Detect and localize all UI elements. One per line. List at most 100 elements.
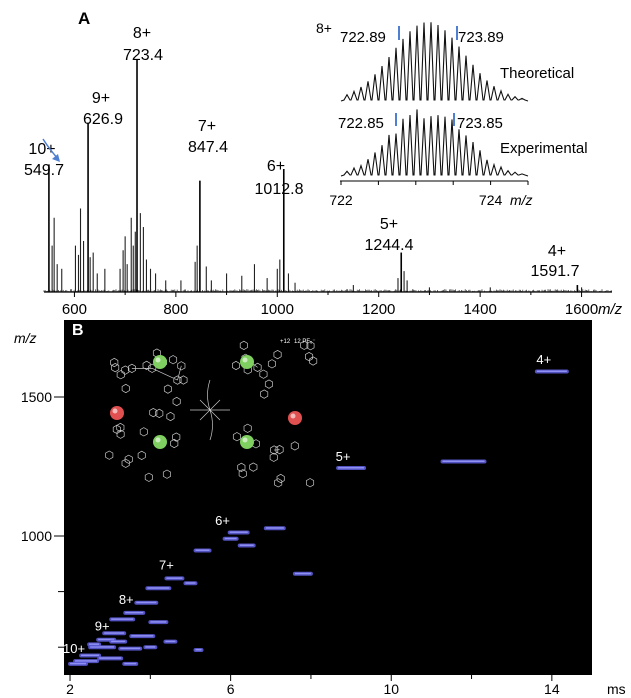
molecular-structure-image — [105, 340, 318, 488]
band-label-4plus: 4+ — [536, 352, 551, 367]
y-tick-label-1500: 1500 — [21, 389, 52, 405]
band-10plus-core — [75, 660, 98, 662]
peak-mz-10: 549.7 — [24, 162, 64, 179]
spectrum-tick-label-600: 600 — [62, 301, 87, 318]
heatmap-y-label: m/z — [14, 330, 37, 346]
theo-label: Theoretical — [500, 65, 574, 82]
band-9plus-core — [98, 638, 115, 641]
band-extra-7-core — [185, 582, 196, 584]
band-label-9plus: 9+ — [95, 619, 110, 634]
theo-right-label: 723.89 — [458, 29, 504, 46]
band-extra-21-core — [89, 643, 100, 645]
band-extra-16-core — [99, 657, 122, 659]
heatmap-x-unit: ms — [607, 681, 626, 697]
peak-mz-9: 626.9 — [83, 111, 123, 128]
heatmap-plot-area — [64, 320, 592, 675]
arrow-icon — [42, 138, 60, 162]
spectrum-x-ticks: 600 800 1000 1200 1400 1600 — [62, 292, 598, 318]
peak-charge-10: 10+ — [28, 141, 55, 158]
metal-atom-highlight-5 — [290, 413, 296, 419]
experimental-isotope-pattern — [340, 109, 529, 177]
peak-mz-7: 847.4 — [188, 139, 228, 156]
band-label-7plus: 7+ — [159, 557, 174, 572]
isotope-trace — [340, 22, 529, 102]
mobility-bands — [68, 369, 569, 666]
spectrum-tick-label-800: 800 — [163, 301, 188, 318]
band-7plus-core — [166, 577, 183, 579]
metal-atom-4 — [110, 406, 124, 420]
band-extra-11-core — [104, 632, 125, 634]
exp-right-label: 723.85 — [457, 115, 503, 132]
peak-mz-8: 723.4 — [123, 47, 163, 64]
x-tick-label-10: 10 — [383, 681, 399, 697]
band-extra-15-core — [81, 654, 100, 657]
band-extra-17-core — [70, 662, 87, 665]
y-tick-label-1000: 1000 — [21, 528, 52, 544]
band-label-10plus: 10+ — [63, 641, 85, 656]
spectrum-tick-label-1200: 1200 — [362, 301, 395, 318]
metal-atom-highlight-4 — [112, 408, 118, 414]
metal-atom-5 — [288, 411, 302, 425]
band-extra-2-core — [294, 572, 311, 575]
metal-atom-1 — [240, 355, 254, 369]
band-8plus-core — [125, 611, 144, 614]
isotope-trace — [340, 109, 529, 177]
spectrum-tick-label-1000: 1000 — [261, 301, 294, 318]
metal-atom-2 — [153, 435, 167, 449]
inset-x-ticks: 722 724 — [329, 181, 529, 208]
panel-b-label: B — [72, 322, 84, 339]
counterion-label: 12 PF₆⁻ — [294, 339, 316, 345]
band-extra-5-core — [195, 549, 210, 551]
band-extra-8-core — [136, 601, 157, 604]
x-tick-label-2: 2 — [66, 681, 74, 697]
peak-labels: 10+ 549.7 9+ 626.9 8+ 723.4 7+ 847.4 6+ … — [24, 25, 580, 280]
metal-atom-0 — [153, 355, 167, 369]
band-extra-14-core — [120, 647, 141, 650]
band-extra-22-core — [111, 640, 126, 643]
metal-atom-highlight-3 — [242, 437, 248, 443]
spectrum-x-label: m/z — [598, 301, 623, 318]
spectrum-tick-label-1600: 1600 — [565, 301, 598, 318]
band-extra-18-core — [124, 662, 137, 665]
heatmap-x-ticks: 2 6 10 14 — [66, 675, 560, 697]
band-extra-6-core — [147, 587, 170, 589]
band-extra-0-core — [442, 460, 485, 462]
band-extra-3-core — [239, 544, 254, 546]
metal-atom-highlight-2 — [155, 437, 161, 443]
x-tick-label-6: 6 — [227, 681, 235, 697]
heatmap-y-ticks: 1000 1500 — [21, 389, 64, 648]
band-label-8plus: 8+ — [119, 592, 134, 607]
band-extra-9-core — [111, 618, 134, 620]
band-extra-1-core — [265, 527, 284, 529]
band-extra-4-core — [224, 537, 237, 540]
peak-mz-6: 1012.8 — [255, 181, 304, 198]
molecule-bonds — [105, 340, 318, 488]
panel-a-label: A — [78, 9, 90, 28]
band-label-5plus: 5+ — [336, 449, 351, 464]
band-6plus-core — [229, 531, 248, 533]
theo-left-label: 722.89 — [340, 29, 386, 46]
peak-mz-4: 1591.7 — [531, 263, 580, 280]
peak-charge-4: 4+ — [548, 243, 566, 260]
mass-spectrum — [43, 60, 612, 292]
exp-label: Experimental — [500, 140, 588, 157]
counterion-charge: +12 — [280, 339, 291, 345]
band-5plus-core — [338, 467, 365, 469]
peak-charge-8: 8+ — [133, 25, 151, 42]
peak-mz-5: 1244.4 — [365, 237, 414, 254]
band-4plus-core — [536, 370, 567, 373]
band-extra-12-core — [131, 635, 154, 637]
band-extra-10-core — [150, 621, 167, 623]
band-extra-13-core — [90, 646, 115, 648]
band-extra-23-core — [145, 646, 156, 648]
metal-atom-highlight-1 — [242, 357, 248, 363]
exp-left-label: 722.85 — [338, 115, 384, 132]
metal-atom-3 — [240, 435, 254, 449]
band-label-6plus: 6+ — [215, 513, 230, 528]
spectrum-tick-label-1400: 1400 — [463, 301, 496, 318]
inset-x-label: m/z — [510, 192, 533, 208]
peak-charge-7: 7+ — [198, 118, 216, 135]
theoretical-isotope-pattern — [340, 22, 529, 102]
inset-tick-label-724: 724 — [479, 192, 503, 208]
